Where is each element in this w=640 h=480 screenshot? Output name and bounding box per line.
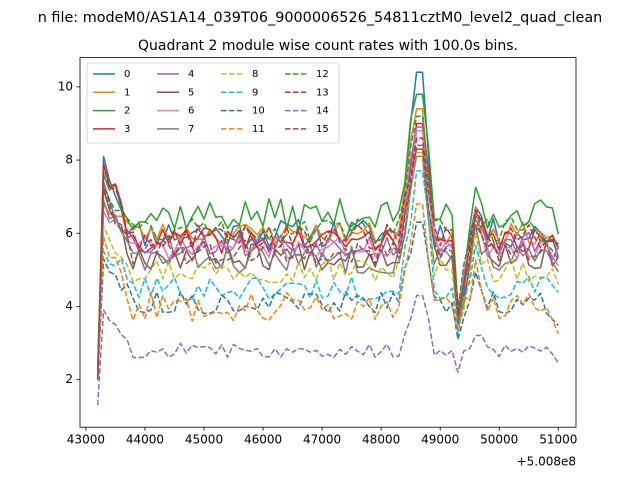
series-line-13: [96, 137, 559, 377]
series-line-3: [96, 122, 559, 380]
series-line-2: [96, 93, 560, 369]
x-tick-label: 45000: [185, 433, 223, 447]
legend-label-7: 7: [188, 124, 194, 135]
series-line-11: [96, 203, 559, 380]
y-tick-label: 10: [58, 79, 73, 93]
legend-label-0: 0: [124, 69, 130, 80]
x-tick-label: 49000: [421, 433, 459, 447]
legend-label-13: 13: [316, 87, 329, 98]
x-tick-label: 51000: [539, 433, 577, 447]
y-tick-label: 2: [65, 372, 73, 386]
legend-box: [86, 62, 340, 144]
series-line-9: [96, 170, 559, 380]
series-line-6: [96, 130, 559, 377]
series-line-15: [96, 144, 559, 380]
legend-label-4: 4: [188, 69, 194, 80]
axes-frame: [79, 57, 577, 428]
x-tick-label: 46000: [244, 433, 282, 447]
x-tick-label: 50000: [480, 433, 518, 447]
y-tick-label: 4: [65, 299, 73, 313]
legend-label-1: 1: [124, 87, 130, 98]
x-tick-label: 43000: [67, 433, 105, 447]
legend-label-10: 10: [252, 106, 265, 117]
y-tick-label: 8: [65, 153, 73, 167]
x-axis: 43000 44000 45000 46000 47000 48000 49000 50000…: [67, 427, 577, 447]
y-tick-label: 6: [65, 226, 73, 240]
legend-label-9: 9: [252, 87, 258, 98]
series-line-14: [96, 294, 559, 406]
y-axis: 2 4 6 8 10: [58, 79, 80, 386]
x-tick-label: 47000: [303, 433, 341, 447]
legend-label-5: 5: [188, 87, 194, 98]
legend-label-11: 11: [252, 124, 265, 135]
legend-label-15: 15: [316, 124, 329, 135]
legend-label-14: 14: [316, 106, 329, 117]
x-tick-label: 44000: [126, 433, 164, 447]
x-tick-label: 48000: [362, 433, 400, 447]
x-offset-label: +5.008e8: [517, 455, 576, 469]
legend-label-3: 3: [124, 124, 130, 135]
figure-suptitle: n file: modeM0/AS1A14_039T06_9000006526_…: [38, 10, 603, 26]
chart-title: Quadrant 2 module wise count rates with …: [138, 38, 518, 54]
legend-label-6: 6: [188, 106, 194, 117]
plot-area: [96, 71, 560, 406]
legend-label-12: 12: [316, 69, 329, 80]
legend-label-8: 8: [252, 69, 258, 80]
legend-label-2: 2: [124, 106, 130, 117]
